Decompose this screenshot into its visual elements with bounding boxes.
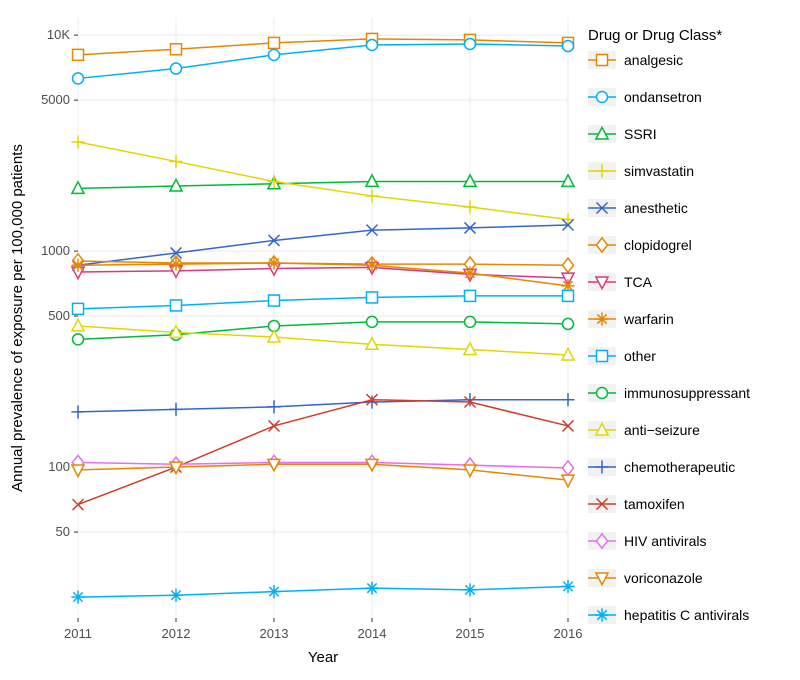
legend-item: chemotherapeutic xyxy=(588,458,735,476)
legend-label: analgesic xyxy=(624,52,683,68)
legend-item: clopidogrel xyxy=(588,236,692,254)
legend-item: anesthetic xyxy=(588,199,688,217)
legend-item: other xyxy=(588,347,656,365)
legend-label: simvastatin xyxy=(624,163,694,179)
x-tick-label: 2012 xyxy=(162,626,191,641)
legend-label: ondansetron xyxy=(624,89,702,105)
y-tick-label: 10K xyxy=(47,27,70,42)
legend-label: SSRI xyxy=(624,126,657,142)
y-axis-label: Annual prevalence of exposure per 100,00… xyxy=(9,144,26,492)
legend-label: HIV antivirals xyxy=(624,533,706,549)
legend-item: anti−seizure xyxy=(588,421,700,439)
legend-label: anesthetic xyxy=(624,200,688,216)
legend-item: immunosuppressant xyxy=(588,384,750,402)
legend-label: other xyxy=(624,348,656,364)
legend-item: voriconazole xyxy=(588,569,703,587)
y-tick-label: 500 xyxy=(48,308,70,323)
legend-item: tamoxifen xyxy=(588,495,685,513)
prevalence-chart: 2011 2012 2013 2014 2015 2016 50 100 500 1000 5000… xyxy=(0,0,800,680)
legend-label: hepatitis C antivirals xyxy=(624,607,749,623)
legend-item: ondansetron xyxy=(588,88,702,106)
legend-item: SSRI xyxy=(588,125,657,143)
x-tick-label: 2015 xyxy=(456,626,485,641)
legend-item: warfarin xyxy=(588,310,674,328)
legend-label: tamoxifen xyxy=(624,496,685,512)
x-tick-label: 2011 xyxy=(64,626,92,641)
legend-label: warfarin xyxy=(623,311,674,327)
legend-title: Drug or Drug Class* xyxy=(588,27,722,44)
legend-label: anti−seizure xyxy=(624,422,700,438)
legend-item: HIV antivirals xyxy=(588,532,706,550)
legend: Drug or Drug Class* analgesic ondansetron S… xyxy=(588,27,750,624)
y-tick-label: 5000 xyxy=(41,92,70,107)
x-tick-label: 2016 xyxy=(554,626,583,641)
y-tick-label: 100 xyxy=(48,459,70,474)
x-axis-label: Year xyxy=(308,649,338,666)
x-tick-label: 2013 xyxy=(260,626,289,641)
legend-item: simvastatin xyxy=(588,162,694,180)
x-tick-label: 2014 xyxy=(358,626,387,641)
y-tick-label: 1000 xyxy=(41,243,70,258)
legend-label: voriconazole xyxy=(624,570,703,586)
y-tick-label: 50 xyxy=(56,524,70,539)
legend-item: analgesic xyxy=(588,51,683,69)
legend-label: chemotherapeutic xyxy=(624,459,735,475)
legend-item: hepatitis C antivirals xyxy=(588,606,749,624)
legend-label: immunosuppressant xyxy=(624,385,750,401)
legend-label: TCA xyxy=(624,274,653,290)
legend-label: clopidogrel xyxy=(624,237,692,253)
legend-item: TCA xyxy=(588,273,653,291)
